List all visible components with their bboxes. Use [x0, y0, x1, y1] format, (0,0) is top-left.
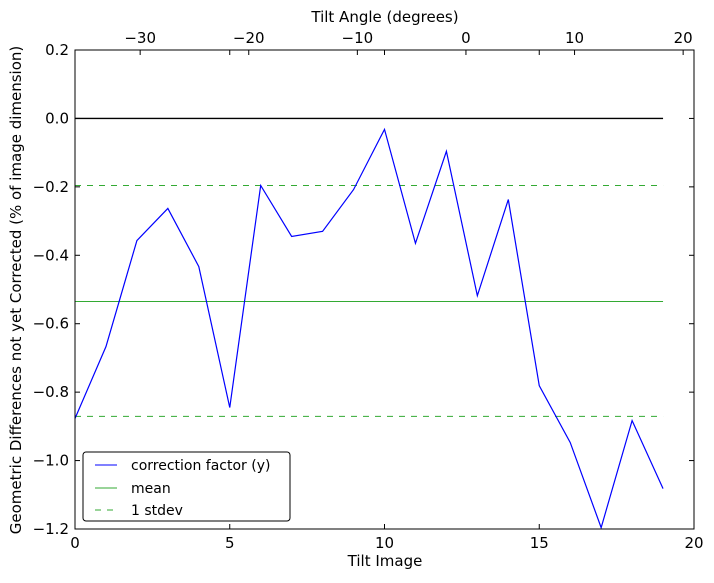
top-x-tick-label: −30: [124, 29, 156, 47]
top-x-tick-label: −10: [342, 29, 374, 47]
top-x-tick-label: 0: [461, 29, 471, 47]
x-tick-label: 10: [375, 534, 394, 552]
y-axis-label: Geometric Differences not yet Corrected …: [7, 46, 25, 535]
top-x-axis-label: Tilt Angle (degrees): [310, 8, 458, 26]
y-tick-label: −1.2: [33, 520, 69, 538]
y-tick-label: −0.4: [33, 246, 69, 264]
x-tick-label: 20: [684, 534, 703, 552]
x-tick-label: 0: [70, 534, 80, 552]
legend-label-stdev: 1 stdev: [131, 503, 183, 519]
y-tick-label: −0.8: [33, 383, 69, 401]
x-tick-label: 5: [225, 534, 235, 552]
y-tick-label: −1.0: [33, 452, 69, 470]
top-x-tick-label: 20: [674, 29, 693, 47]
legend-label-mean: mean: [131, 481, 171, 497]
x-tick-label: 15: [530, 534, 549, 552]
y-tick-label: 0.2: [45, 41, 69, 59]
top-x-tick-label: 10: [565, 29, 584, 47]
y-tick-label: 0.0: [45, 109, 69, 127]
y-tick-label: −0.2: [33, 178, 69, 196]
legend-label-correction: correction factor (y): [131, 458, 270, 474]
legend: correction factor (y) mean 1 stdev: [83, 452, 290, 521]
y-tick-label: −0.6: [33, 315, 69, 333]
x-axis-label: Tilt Image: [347, 552, 423, 570]
top-x-tick-label: −20: [233, 29, 265, 47]
